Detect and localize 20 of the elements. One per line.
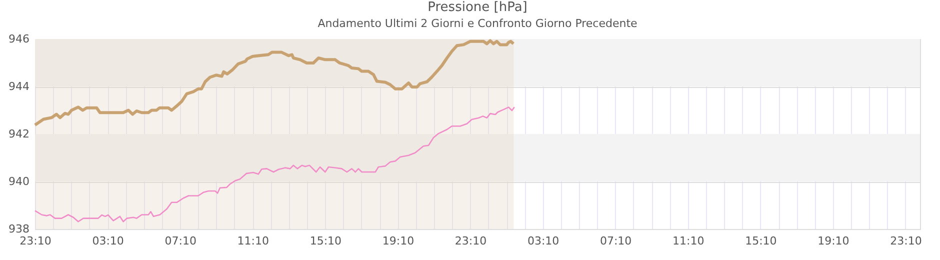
y-tick-label: 946 [8,32,30,46]
y-tick-label: 938 [8,222,30,236]
y-tick-label: 940 [8,175,30,188]
x-tick-label: 03:10 [527,234,560,248]
x-tick-label: 03:10 [92,234,124,248]
x-tick-label: 15:10 [745,234,777,248]
x-tick-label: 11:10 [672,234,704,248]
y-tick-label: 944 [8,80,30,93]
x-tick-label: 07:10 [164,234,196,248]
x-tick-label: 23:10 [890,234,922,248]
y-tick-label: 942 [8,128,30,140]
x-tick-label: 23:10 [454,234,487,248]
x-tick-label: 19:10 [818,234,850,248]
x-tick-label: 07:10 [600,234,632,248]
x-tick-label: 15:10 [310,234,342,248]
x-tick-label: 11:10 [237,234,269,248]
chart-title: Pressione [hPa] [428,0,528,15]
x-tick-label: 23:10 [20,234,52,248]
x-tick-label: 19:10 [382,234,414,248]
chart-subtitle: Andamento Ultimi 2 Giorni e Confronto Giorno Precedente [318,17,638,30]
